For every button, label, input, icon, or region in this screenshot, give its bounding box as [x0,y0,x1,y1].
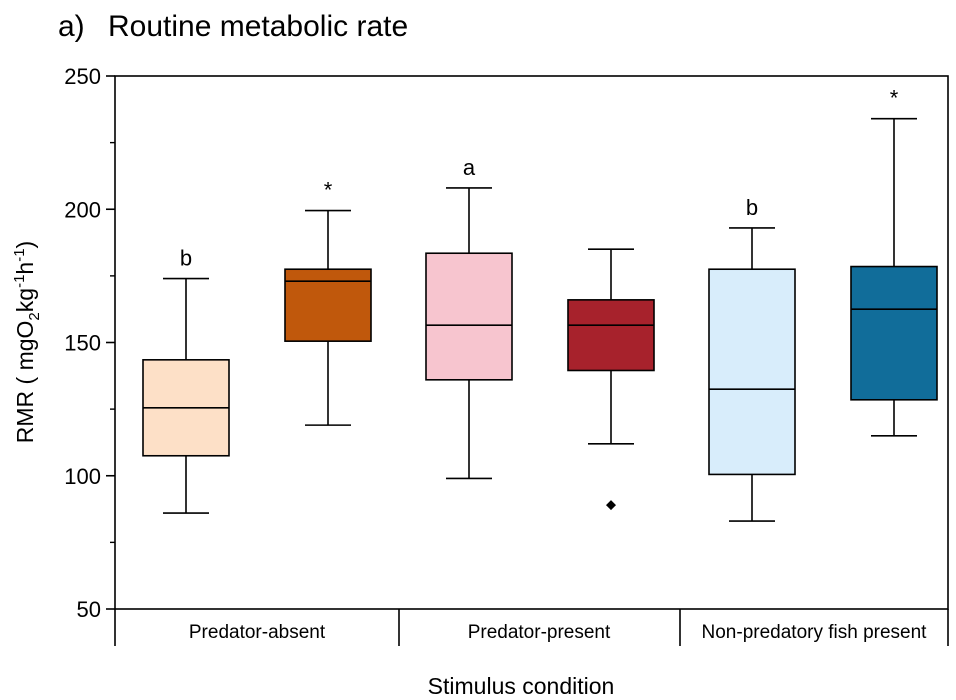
box: * [850,86,938,437]
box [567,248,655,511]
y-axis-title: RMR ( mgO2kg-1h-1) [11,241,43,443]
category-label: Predator-absent [189,622,326,643]
y-tick-label: 50 [77,597,101,622]
significance-label: a [463,155,476,180]
y-tick-label: 250 [64,64,101,89]
box-iqr [567,299,655,372]
y-axis-ticks: 50 100 150 200 250 [64,64,115,622]
significance-label: b [746,195,758,220]
y-tick-label: 150 [64,331,101,356]
significance-label: b [180,246,192,271]
category-labels: Predator-absent Predator-present Non-preda… [189,622,927,643]
y-tick-label: 200 [64,197,101,222]
x-axis-title: Stimulus condition [428,673,615,699]
box-iqr [284,268,372,342]
box: a [425,155,513,480]
y-tick-label: 100 [64,464,101,489]
panel-label: a) [58,10,85,43]
category-label: Predator-present [468,622,611,643]
significance-label: * [890,86,899,111]
box-iqr [425,252,513,381]
box-iqr [850,265,938,401]
box: b [708,195,796,522]
box: b [142,246,230,514]
significance-label: * [324,178,333,203]
box-series: b * a b * [142,86,938,522]
box: * [284,178,372,426]
chart-title: Routine metabolic rate [108,10,408,43]
category-label: Non-predatory fish present [702,622,928,643]
plot-frame [114,75,949,610]
outlier-point [606,500,616,511]
box-iqr [708,268,796,476]
